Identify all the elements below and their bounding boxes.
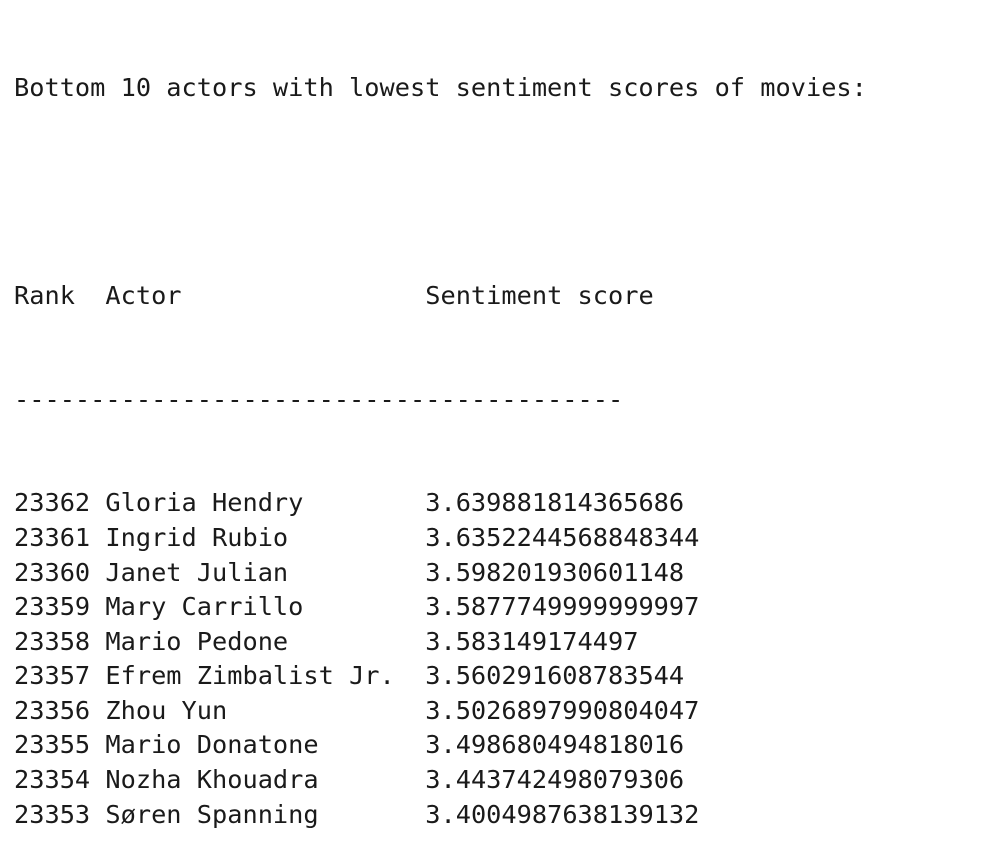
table-row: 23355 Mario Donatone 3.498680494818016 — [14, 728, 867, 763]
row-score: 3.6352244568848344 — [425, 522, 700, 552]
table-header: Rank Actor Sentiment score — [14, 279, 867, 314]
header-score: Sentiment score — [425, 280, 654, 310]
row-actor: Mario Donatone — [105, 730, 319, 760]
row-actor: Nozha Khouadra — [105, 765, 319, 795]
row-score: 3.598201930601148 — [425, 557, 685, 587]
table-row: 23353 Søren Spanning 3.4004987638139132 — [14, 798, 867, 833]
row-actor: Ingrid Rubio — [105, 522, 289, 552]
header-actor: Actor — [105, 280, 182, 310]
row-actor: Søren Spanning — [105, 799, 319, 829]
table-body: 23362 Gloria Hendry 3.639881814365686 233… — [14, 486, 867, 832]
row-actor: Mary Carrillo — [105, 592, 304, 622]
row-rank: 23358 — [14, 626, 91, 656]
row-score: 3.5026897990804047 — [425, 695, 700, 725]
row-score: 3.5877749999999997 — [425, 592, 700, 622]
row-rank: 23356 — [14, 695, 91, 725]
table-separator: ---------------------------------------- — [14, 384, 624, 414]
table-row: 23356 Zhou Yun 3.5026897990804047 — [14, 694, 867, 729]
table-row: 23360 Janet Julian 3.598201930601148 — [14, 556, 867, 591]
table-row: 23361 Ingrid Rubio 3.6352244568848344 — [14, 521, 867, 556]
table-row: 23358 Mario Pedone 3.583149174497 — [14, 625, 867, 660]
row-actor: Gloria Hendry — [105, 488, 304, 518]
row-score: 3.498680494818016 — [425, 730, 685, 760]
row-score: 3.443742498079306 — [425, 765, 685, 795]
row-rank: 23353 — [14, 799, 91, 829]
console-output: Bottom 10 actors with lowest sentiment s… — [14, 0, 867, 867]
row-actor: Efrem Zimbalist Jr. — [105, 661, 395, 691]
blank-line — [14, 175, 867, 210]
row-rank: 23361 — [14, 522, 91, 552]
row-actor: Zhou Yun — [105, 695, 228, 725]
row-actor: Janet Julian — [105, 557, 289, 587]
row-rank: 23355 — [14, 730, 91, 760]
table-row: 23354 Nozha Khouadra 3.443742498079306 — [14, 763, 867, 798]
row-rank: 23362 — [14, 488, 91, 518]
row-rank: 23360 — [14, 557, 91, 587]
row-score: 3.639881814365686 — [425, 488, 685, 518]
output-title: Bottom 10 actors with lowest sentiment s… — [14, 73, 867, 103]
row-actor: Mario Pedone — [105, 626, 289, 656]
row-rank: 23354 — [14, 765, 91, 795]
table-row: 23357 Efrem Zimbalist Jr. 3.560291608783… — [14, 659, 867, 694]
table-row: 23362 Gloria Hendry 3.639881814365686 — [14, 486, 867, 521]
row-rank: 23359 — [14, 592, 91, 622]
row-score: 3.560291608783544 — [425, 661, 685, 691]
row-score: 3.4004987638139132 — [425, 799, 700, 829]
table-row: 23359 Mary Carrillo 3.5877749999999997 — [14, 590, 867, 625]
row-score: 3.583149174497 — [425, 626, 639, 656]
row-rank: 23357 — [14, 661, 91, 691]
header-rank: Rank — [14, 280, 75, 310]
